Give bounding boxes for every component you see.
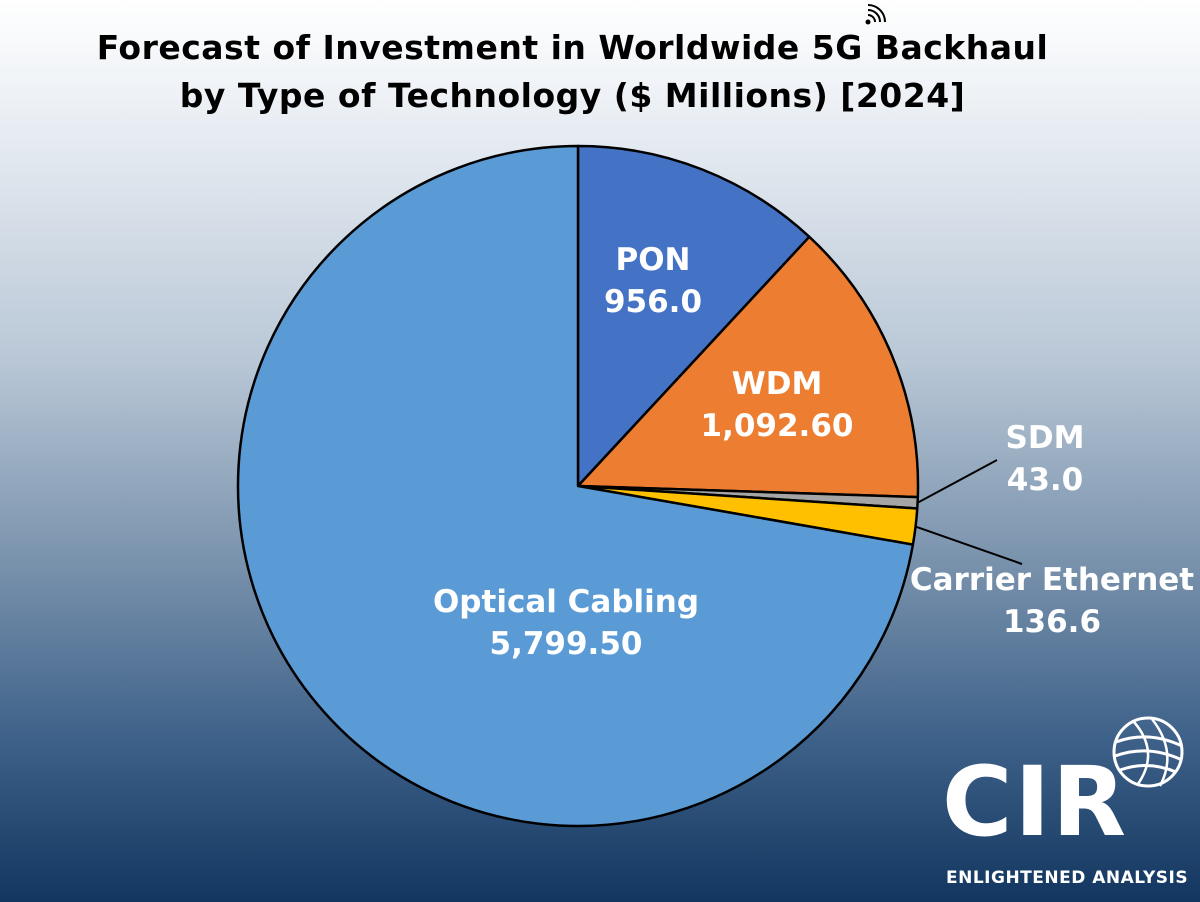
pie-slice-optical-cabling [236, 144, 915, 828]
pie-slice-wdm [576, 235, 920, 499]
chart-title: Forecast of Investment in Worldwide 5G B… [0, 24, 1145, 120]
slice-value-carrier-ethernet: 136.6 [1003, 604, 1101, 640]
slice-value-sdm: 43.0 [1007, 462, 1084, 498]
pie-slice-pon [576, 144, 811, 488]
logo-wordmark: CIR [942, 746, 1129, 858]
slice-value-wdm: 1,092.60 [701, 408, 854, 444]
globe-icon [1112, 716, 1184, 788]
cir-logo: CIR ENLIGHTENED ANALYSIS [940, 712, 1190, 897]
leader-line-carrier-ethernet [915, 525, 1023, 565]
slice-name-sdm: SDM [1006, 420, 1085, 456]
logo-tagline: ENLIGHTENED ANALYSIS [946, 868, 1189, 888]
title-line-1: Forecast of Investment in Worldwide 5G B… [96, 28, 1049, 67]
slice-value-optical-cabling: 5,799.50 [490, 626, 643, 662]
title-line-2: by Type of Technology ($ Millions) [2024… [179, 76, 966, 115]
wifi-signal-icon [865, 4, 886, 25]
slice-value-pon: 956.0 [604, 284, 702, 320]
slice-name-carrier-ethernet: Carrier Ethernet [910, 562, 1194, 598]
leader-line-sdm [917, 459, 998, 504]
slice-name-wdm: WDM [732, 366, 823, 402]
slice-name-optical-cabling: Optical Cabling [433, 584, 699, 620]
slice-name-pon: PON [615, 242, 690, 278]
